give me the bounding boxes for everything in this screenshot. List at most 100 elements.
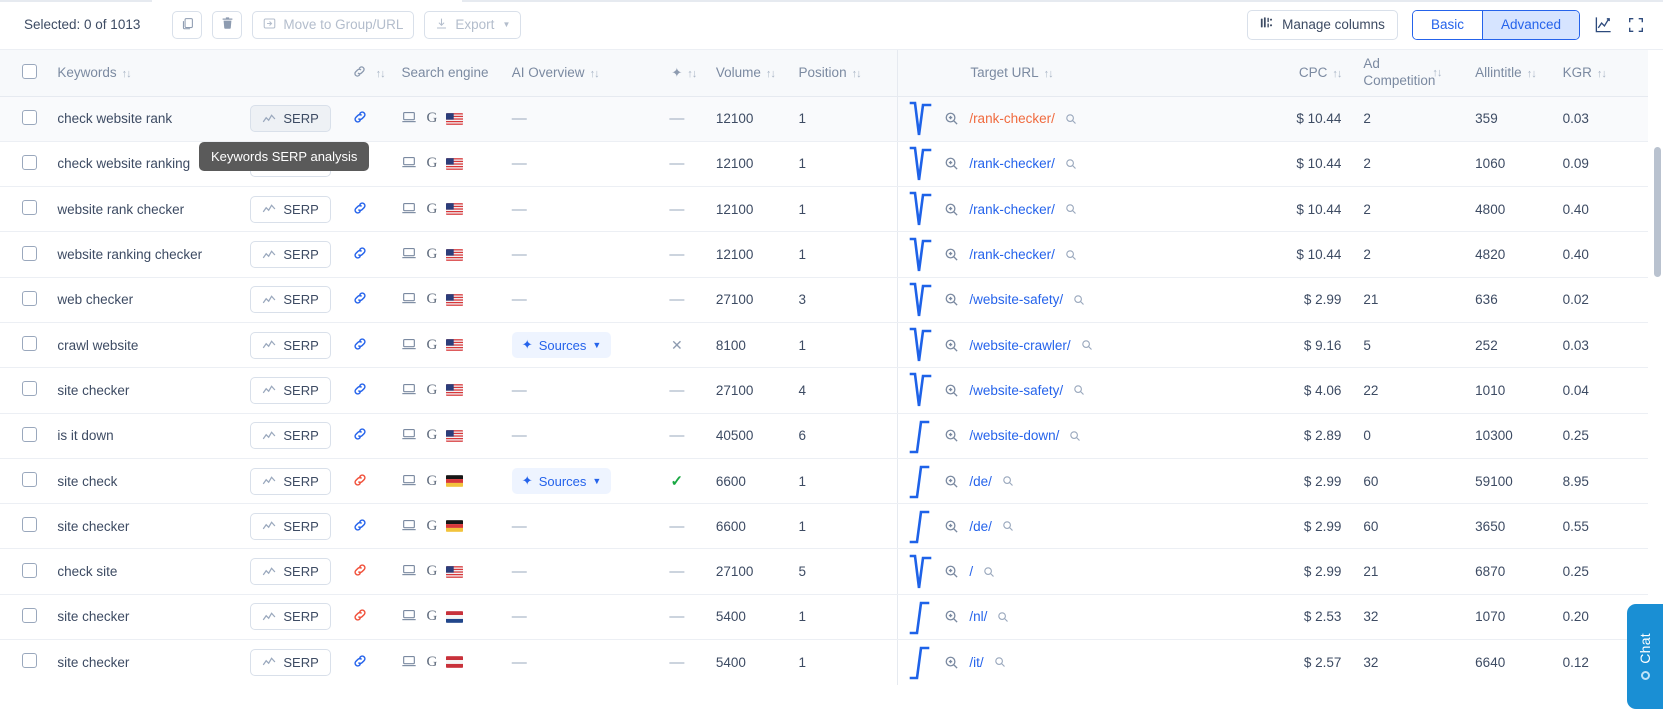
cell-link[interactable]	[351, 413, 402, 459]
zoom-in-icon[interactable]	[944, 247, 959, 262]
link-icon[interactable]	[352, 517, 368, 533]
zoom-in-icon[interactable]	[944, 519, 959, 534]
cell-checkbox[interactable]	[0, 413, 58, 459]
cell-keyword[interactable]: is it down	[57, 413, 251, 459]
serp-button[interactable]: SERP	[250, 241, 331, 269]
serp-button[interactable]: SERP	[250, 512, 331, 540]
cell-keyword[interactable]: web checker	[57, 277, 251, 323]
cell-link[interactable]	[351, 367, 402, 414]
row-checkbox[interactable]	[22, 336, 37, 352]
row-checkbox[interactable]	[22, 381, 37, 397]
target-url-link[interactable]: /website-safety/	[969, 382, 1064, 398]
cell-checkbox[interactable]	[0, 322, 58, 369]
cell-ai-overview[interactable]: —	[512, 640, 652, 685]
link-icon[interactable]	[352, 109, 368, 125]
vertical-scrollbar[interactable]	[1654, 105, 1661, 705]
th-cpc[interactable]: CPC ↑↓	[1270, 50, 1354, 97]
zoom-in-icon[interactable]	[944, 111, 959, 126]
table-row[interactable]: is it down SERP G — — 40500 6/website-down/ $ 2…	[0, 413, 1648, 459]
zoom-in-icon[interactable]	[944, 383, 959, 398]
th-select-all[interactable]	[0, 50, 58, 97]
cell-ai-overview[interactable]: ✦ Sources ▼	[511, 322, 652, 369]
cell-target-url[interactable]: /website-down/	[897, 413, 1271, 459]
cell-target-url[interactable]: /rank-checker/	[897, 231, 1271, 278]
row-checkbox[interactable]	[22, 426, 37, 442]
cell-serp[interactable]: SERP	[250, 322, 352, 369]
target-url-link[interactable]: /rank-checker/	[969, 247, 1055, 263]
serp-button[interactable]: SERP	[250, 376, 331, 404]
cell-target-url[interactable]: /rank-checker/	[897, 96, 1271, 142]
row-checkbox[interactable]	[22, 245, 37, 261]
cell-checkbox[interactable]	[0, 186, 58, 233]
th-allintitle[interactable]: Allintitle ↑↓	[1469, 50, 1549, 97]
table-row[interactable]: check website rankingSERPG——121001/rank-…	[0, 141, 1648, 188]
row-checkbox[interactable]	[22, 472, 37, 488]
cell-ai-overview[interactable]: —	[511, 367, 652, 414]
serp-button[interactable]: SERP	[250, 422, 331, 450]
cell-serp[interactable]: SERP	[250, 640, 351, 685]
link-icon[interactable]	[352, 200, 368, 216]
cell-serp[interactable]: SERP	[250, 594, 352, 641]
th-ad-competition[interactable]: Ad Competition↑↓	[1353, 50, 1470, 97]
cell-link[interactable]	[351, 548, 402, 595]
search-icon[interactable]	[1002, 475, 1014, 487]
row-checkbox[interactable]	[22, 154, 37, 170]
cell-ai-overview[interactable]: —	[511, 503, 652, 550]
target-url-link[interactable]: /rank-checker/	[969, 111, 1055, 127]
cell-checkbox[interactable]	[0, 231, 58, 278]
row-checkbox[interactable]	[22, 290, 37, 306]
cell-keyword[interactable]: site checker	[57, 367, 251, 414]
table-row[interactable]: site checker SERP G — — 27100 4/website-safety…	[0, 367, 1648, 414]
target-url-link[interactable]: /rank-checker/	[969, 201, 1055, 217]
serp-button[interactable]: SERP	[250, 105, 331, 133]
cell-target-url[interactable]: /de/	[897, 458, 1271, 505]
search-icon[interactable]	[983, 566, 995, 578]
cell-target-url[interactable]: /website-safety/	[897, 367, 1271, 414]
search-icon[interactable]	[1069, 430, 1081, 442]
search-icon[interactable]	[994, 656, 1006, 668]
link-icon[interactable]	[352, 426, 368, 442]
row-checkbox[interactable]	[22, 562, 37, 578]
cell-checkbox[interactable]	[0, 367, 58, 414]
move-to-group-button[interactable]: Move to Group/URL	[252, 10, 415, 39]
table-row[interactable]: check website rank SERP G — — 12100 1/rank-che…	[0, 96, 1648, 142]
table-row[interactable]: website ranking checker SERP G — — 12100 1/ran…	[0, 231, 1648, 278]
cell-keyword[interactable]: check website rank	[57, 96, 251, 142]
cell-link[interactable]	[352, 640, 402, 685]
serp-button[interactable]: SERP	[250, 558, 331, 586]
table-row[interactable]: site check SERP G ✦ Sources ▼ ✓ 6600 1/de/ $ 2.99…	[0, 458, 1648, 505]
cell-link[interactable]	[351, 186, 402, 233]
cell-keyword[interactable]: site check	[57, 458, 251, 505]
cell-serp[interactable]: SERP	[250, 231, 352, 278]
cell-keyword[interactable]: website rank checker	[57, 186, 251, 233]
row-checkbox[interactable]	[22, 517, 37, 533]
view-advanced-button[interactable]: Advanced	[1481, 10, 1579, 39]
link-icon[interactable]	[352, 607, 368, 623]
cell-target-url[interactable]: /rank-checker/	[897, 186, 1271, 233]
cell-serp[interactable]: SERP	[250, 503, 352, 550]
cell-link[interactable]	[351, 594, 402, 641]
cell-keyword[interactable]: check site	[57, 548, 251, 595]
cell-link[interactable]	[351, 322, 402, 369]
chat-widget-button[interactable]: Chat	[1627, 604, 1663, 709]
cell-keyword[interactable]: site checker	[57, 640, 250, 685]
view-basic-button[interactable]: Basic	[1412, 10, 1482, 39]
cell-ai-overview[interactable]: ✦ Sources ▼	[511, 458, 652, 505]
cell-target-url[interactable]: /de/	[897, 503, 1271, 550]
cell-serp[interactable]: SERP	[250, 413, 352, 459]
cell-keyword[interactable]: site checker	[57, 503, 251, 550]
row-checkbox[interactable]	[22, 607, 37, 623]
cell-keyword[interactable]: website ranking checker	[57, 231, 251, 278]
cell-serp[interactable]: SERP	[250, 458, 352, 505]
zoom-in-icon[interactable]	[944, 564, 959, 579]
delete-button[interactable]	[212, 10, 243, 39]
cell-target-url[interactable]: /nl/	[897, 594, 1271, 641]
zoom-in-icon[interactable]	[944, 609, 959, 624]
table-row[interactable]: website rank checker SERP G — — 12100 1/rank-c…	[0, 186, 1648, 233]
cell-serp[interactable]: SERP	[250, 96, 352, 142]
search-icon[interactable]	[997, 611, 1009, 623]
cell-ai-overview[interactable]: —	[511, 141, 652, 188]
search-icon[interactable]	[1073, 384, 1085, 396]
export-button[interactable]: Export ▼	[424, 10, 522, 39]
serp-button[interactable]: SERP	[250, 331, 331, 359]
